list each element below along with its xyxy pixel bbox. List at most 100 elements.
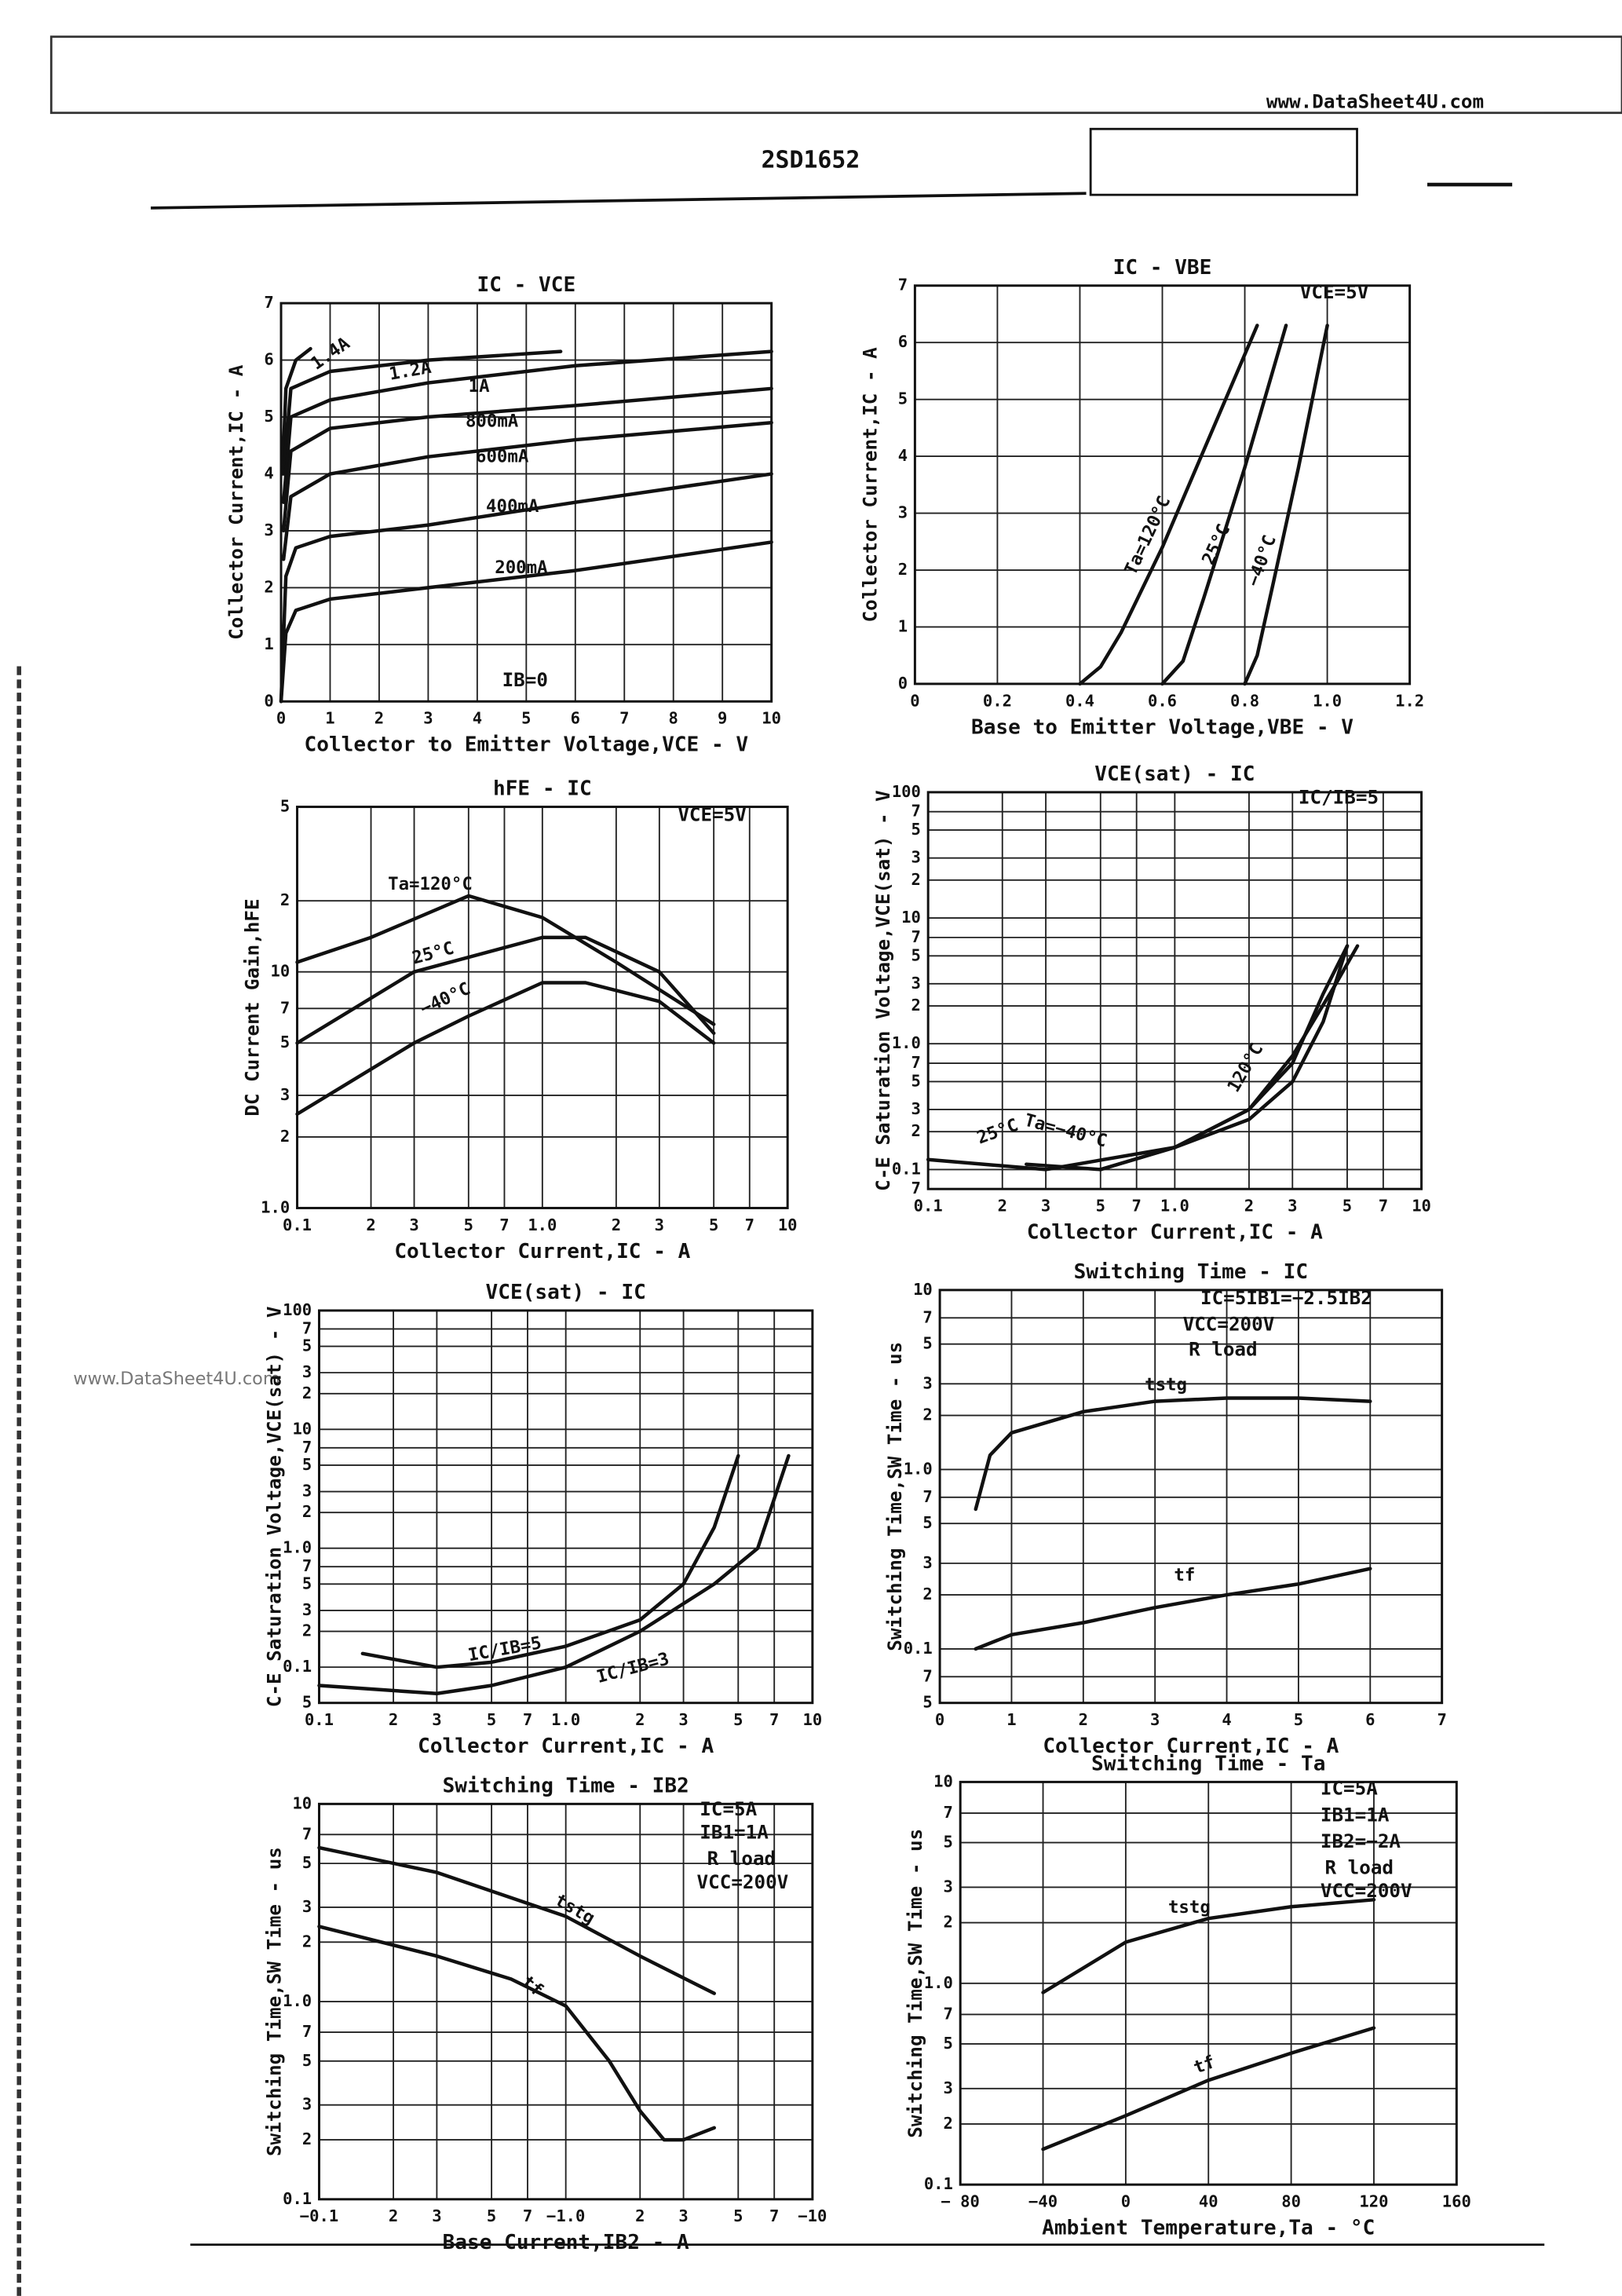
y-tick-label: 1.0: [924, 1973, 953, 1992]
x-tick-label: 1.0: [1160, 1197, 1189, 1216]
annotation: IB1=1A: [1321, 1803, 1390, 1826]
y-tick-label: 5: [302, 1336, 312, 1355]
x-tick-label: 3: [423, 709, 433, 728]
y-axis-label: DC Current Gain,hFE: [241, 898, 264, 1116]
x-tick-label: 5: [1294, 1710, 1303, 1729]
curve: [1098, 944, 1350, 1172]
y-tick-label: 7: [264, 293, 273, 312]
y-tick-label: 3: [264, 521, 273, 539]
x-tick-label: 5: [487, 2206, 496, 2225]
y-axis-label: C-E Saturation Voltage,VCE(sat) - V: [263, 1306, 286, 1707]
y-axis-label: Collector Current,IC - A: [225, 364, 247, 640]
y-tick-label: 5: [302, 1853, 312, 1872]
x-tick-label: 7: [1379, 1197, 1388, 1216]
x-axis-label: Collector Current,IC - A: [418, 1735, 714, 1758]
y-tick-label: 7: [911, 1179, 921, 1197]
x-tick-label: − 80: [941, 2192, 980, 2211]
y-tick-label: 0.1: [283, 2189, 312, 2208]
curve: [974, 1396, 1372, 1512]
x-tick-label: 7: [499, 1216, 509, 1234]
y-tick-label: 3: [911, 848, 921, 867]
chart-title: VCE(sat) - IC: [1094, 762, 1255, 786]
y-tick-label: 10: [292, 1419, 312, 1438]
curve: [1041, 2026, 1376, 2152]
annotation: IB2=−2A: [1321, 1830, 1401, 1852]
x-tick-label: 40: [1199, 2192, 1218, 2211]
y-tick-label: 5: [922, 1334, 932, 1353]
y-tick-label: 3: [302, 1600, 312, 1619]
y-tick-label: 7: [922, 1487, 932, 1506]
x-axis-label: Collector Current,IC - A: [1043, 1735, 1339, 1758]
y-tick-label: 7: [898, 276, 908, 294]
curve-label: tstg: [1168, 1897, 1211, 1918]
x-tick-label: 6: [1365, 1710, 1375, 1729]
curve-label: tstg: [1145, 1375, 1187, 1395]
curve: [281, 349, 563, 476]
y-tick-label: 5: [280, 1033, 290, 1051]
annotation: VCC=200V: [697, 1870, 789, 1893]
x-tick-label: −10: [798, 2206, 827, 2225]
curve: [279, 540, 773, 704]
y-tick-label: 2: [944, 1913, 953, 1932]
x-tick-label: 1.2: [1395, 691, 1424, 710]
x-tick-label: 7: [745, 1216, 754, 1234]
curve-label: 200mA: [495, 558, 548, 578]
y-tick-label: 5: [911, 945, 921, 964]
watermark: www.DataSheet4U.com: [73, 1369, 279, 1389]
y-tick-label: 2: [302, 2130, 312, 2148]
x-tick-label: 7: [769, 1710, 779, 1729]
y-axis-label: Switching Time,SW Time - us: [904, 1829, 926, 2138]
y-tick-label: 2: [911, 1121, 921, 1140]
x-tick-label: 7: [1437, 1710, 1446, 1729]
x-tick-label: 7: [619, 709, 629, 728]
y-tick-label: 5: [264, 407, 273, 426]
y-tick-label: 2: [898, 560, 908, 579]
y-tick-label: 10: [913, 1280, 933, 1299]
y-tick-label: 7: [280, 998, 290, 1017]
y-tick-label: 7: [302, 1824, 312, 1843]
annotation: IC=5IB1=−2.5IB2: [1200, 1286, 1372, 1309]
x-tick-label: 10: [762, 709, 781, 728]
x-axis-label: Ambient Temperature,Ta - °C: [1042, 2217, 1375, 2240]
y-tick-label: 7: [922, 1307, 932, 1326]
plot-frame: [938, 1289, 1444, 1705]
curve-label: Ta=120°C: [388, 874, 473, 894]
y-tick-label: 1.0: [261, 1197, 290, 1216]
annotation: IC=5A: [1321, 1777, 1378, 1800]
x-tick-label: 80: [1281, 2192, 1301, 2211]
x-tick-label: 0.6: [1148, 691, 1177, 710]
x-tick-label: 9: [718, 709, 727, 728]
plot-frame: [296, 806, 789, 1209]
curve: [280, 346, 312, 476]
part-number: 2SD1652: [762, 147, 860, 174]
y-tick-label: 5: [944, 2034, 953, 2053]
x-tick-label: 4: [473, 709, 482, 728]
curve: [317, 1925, 716, 2142]
x-tick-label: 3: [1041, 1197, 1050, 1216]
x-tick-label: 5: [709, 1216, 718, 1234]
y-axis-label: Collector Current,IC - A: [858, 347, 881, 623]
x-axis-label: Collector Current,IC - A: [1027, 1221, 1323, 1245]
y-tick-label: 4: [264, 463, 273, 482]
chart-title: Switching Time - IC: [1074, 1260, 1309, 1284]
y-tick-label: 5: [302, 1693, 312, 1712]
x-tick-label: −0.1: [300, 2206, 338, 2225]
x-tick-label: 7: [1132, 1197, 1142, 1216]
x-tick-label: 0.4: [1065, 691, 1094, 710]
chart-title: hFE - IC: [493, 777, 592, 801]
x-tick-label: 5: [521, 709, 531, 728]
x-tick-label: 7: [769, 2206, 779, 2225]
site-link[interactable]: www.DataSheet4U.com: [1266, 90, 1484, 113]
y-tick-label: 2: [911, 870, 921, 889]
y-tick-label: 100: [283, 1300, 312, 1319]
chart-title: IC - VBE: [1113, 256, 1212, 280]
curve-label: 600mA: [476, 446, 529, 466]
y-tick-label: 2: [280, 890, 290, 909]
plot-frame: [317, 1802, 814, 2201]
y-tick-label: 3: [302, 1362, 312, 1381]
y-tick-label: 5: [302, 1455, 312, 1474]
curve: [317, 1453, 791, 1695]
y-tick-label: 4: [898, 446, 908, 465]
x-tick-label: 1: [1006, 1710, 1016, 1729]
